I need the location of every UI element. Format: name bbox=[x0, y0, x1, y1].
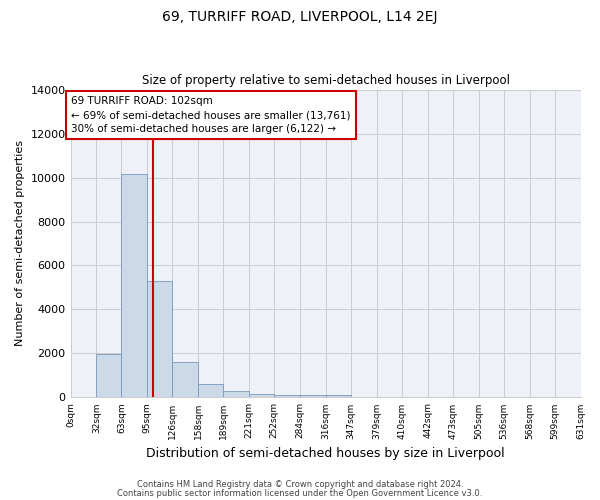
Text: Contains public sector information licensed under the Open Government Licence v3: Contains public sector information licen… bbox=[118, 488, 482, 498]
Title: Size of property relative to semi-detached houses in Liverpool: Size of property relative to semi-detach… bbox=[142, 74, 509, 87]
Bar bbox=[121, 174, 148, 398]
Bar bbox=[249, 394, 274, 398]
Bar bbox=[97, 354, 121, 398]
Text: Contains HM Land Registry data © Crown copyright and database right 2024.: Contains HM Land Registry data © Crown c… bbox=[137, 480, 463, 489]
X-axis label: Distribution of semi-detached houses by size in Liverpool: Distribution of semi-detached houses by … bbox=[146, 447, 505, 460]
Text: 69, TURRIFF ROAD, LIVERPOOL, L14 2EJ: 69, TURRIFF ROAD, LIVERPOOL, L14 2EJ bbox=[162, 10, 438, 24]
Bar bbox=[148, 281, 172, 398]
Bar bbox=[274, 394, 300, 398]
Bar bbox=[326, 395, 351, 398]
Bar bbox=[172, 362, 198, 398]
Text: 69 TURRIFF ROAD: 102sqm
← 69% of semi-detached houses are smaller (13,761)
30% o: 69 TURRIFF ROAD: 102sqm ← 69% of semi-de… bbox=[71, 96, 351, 134]
Bar bbox=[223, 391, 249, 398]
Bar bbox=[300, 395, 326, 398]
Y-axis label: Number of semi-detached properties: Number of semi-detached properties bbox=[15, 140, 25, 346]
Bar bbox=[198, 384, 223, 398]
